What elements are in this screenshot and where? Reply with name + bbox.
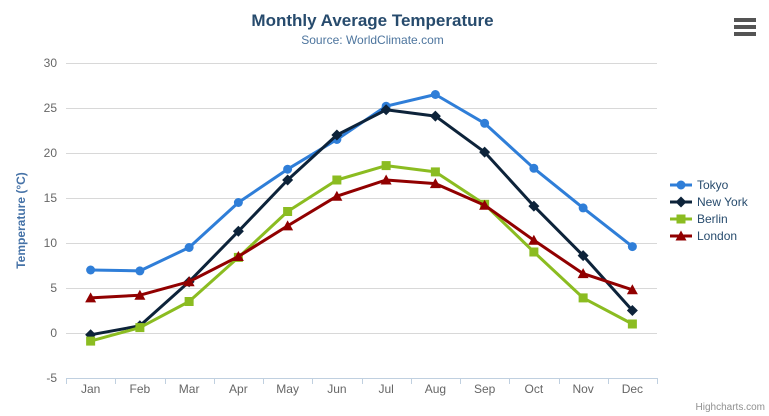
y-axis-tick-label: 15 [44,191,58,205]
point-berlin-aug[interactable] [430,167,440,177]
y-axis-tick-label: 10 [44,236,58,250]
chart-subtitle: Source: WorldClimate.com [301,33,444,47]
legend-item-tokyo[interactable]: Tokyo [670,176,748,193]
x-axis-tick-label: May [276,382,299,396]
point-london-jan[interactable] [85,292,97,303]
point-london-feb[interactable] [134,289,146,300]
point-tokyo-nov[interactable] [578,203,588,213]
point-new-york-aug[interactable] [429,110,441,122]
point-new-york-oct[interactable] [528,200,540,212]
point-tokyo-aug[interactable] [430,90,440,99]
point-berlin-feb[interactable] [135,323,145,333]
x-axis-tick-label: Sep [474,382,496,396]
point-tokyo-oct[interactable] [529,163,539,173]
x-axis-tick-label: Oct [525,382,544,396]
hamburger-icon [734,18,756,22]
hamburger-icon [734,32,756,36]
highcharts-credits[interactable]: Highcharts.com [695,402,765,413]
point-london-dec[interactable] [626,284,638,295]
legend-item-label: Tokyo [697,177,729,192]
point-tokyo-apr[interactable] [233,198,243,207]
x-axis-tick-label: Feb [130,382,151,396]
y-axis-tick-label: 25 [44,101,58,115]
y-axis-tick-label: 30 [44,56,58,70]
point-berlin-jan[interactable] [86,336,96,346]
point-london-may[interactable] [282,220,294,231]
x-axis-tick-label: Apr [229,382,248,396]
legend-item-label: Berlin [697,211,728,226]
legend-item-berlin[interactable]: Berlin [670,210,748,227]
point-berlin-mar[interactable] [184,297,194,306]
y-axis-title: Temperature (°C) [14,172,28,269]
x-axis-tick-label: Jan [81,382,100,396]
point-new-york-dec[interactable] [626,305,638,316]
point-london-oct[interactable] [528,234,540,245]
series-berlin-line [89,164,634,343]
point-tokyo-sep[interactable] [480,118,490,128]
point-tokyo-dec[interactable] [627,242,637,252]
point-new-york-apr[interactable] [232,225,244,237]
point-new-york-sep[interactable] [479,146,491,158]
point-berlin-dec[interactable] [627,319,637,329]
x-axis-tick-label: Nov [572,382,593,396]
point-london-sep[interactable] [479,199,491,210]
legend-item-label: New York [697,194,748,209]
x-axis-tick-label: Mar [179,382,200,396]
point-berlin-jun[interactable] [332,175,342,185]
point-london-apr[interactable] [232,251,244,261]
point-new-york-jul[interactable] [380,104,392,116]
point-berlin-jul[interactable] [381,161,391,171]
x-axis-tick-label: Jul [378,382,393,396]
point-london-nov[interactable] [577,268,589,279]
point-berlin-nov[interactable] [578,293,588,303]
y-axis-tick-label: 0 [50,326,57,340]
chart-title: Monthly Average Temperature [251,11,494,30]
export-menu-button[interactable] [733,17,757,37]
point-new-york-nov[interactable] [577,250,589,262]
legend: Tokyo New York Berlin London [670,176,748,244]
y-axis-tick-label: 5 [50,281,57,295]
legend-item-london[interactable]: London [670,227,748,244]
legend-square-icon [670,214,692,223]
legend-diamond-icon [670,196,692,207]
point-london-jul[interactable] [380,174,392,185]
point-new-york-jun[interactable] [331,129,343,141]
legend-circle-icon [670,180,692,189]
point-london-mar[interactable] [183,276,195,287]
series-new-york-line [89,108,634,337]
legend-triangle-icon [670,230,692,240]
y-axis-tick-label: 20 [44,146,58,160]
point-london-aug[interactable] [429,178,441,189]
y-axis-tick-label: -5 [46,371,57,385]
x-axis-tick-label: Aug [425,382,446,396]
point-berlin-oct[interactable] [529,247,539,257]
point-new-york-may[interactable] [282,174,294,186]
point-tokyo-feb[interactable] [135,266,145,276]
point-berlin-may[interactable] [283,207,293,216]
series-london-line [89,178,634,300]
legend-item-new-york[interactable]: New York [670,193,748,210]
legend-item-label: London [697,228,738,243]
hamburger-icon [734,25,756,29]
point-london-jun[interactable] [331,190,343,201]
point-tokyo-may[interactable] [283,164,293,174]
x-axis-tick-label: Jun [327,382,346,396]
point-tokyo-mar[interactable] [184,243,194,252]
point-tokyo-jan[interactable] [86,265,96,275]
x-axis-tick-label: Dec [622,382,643,396]
